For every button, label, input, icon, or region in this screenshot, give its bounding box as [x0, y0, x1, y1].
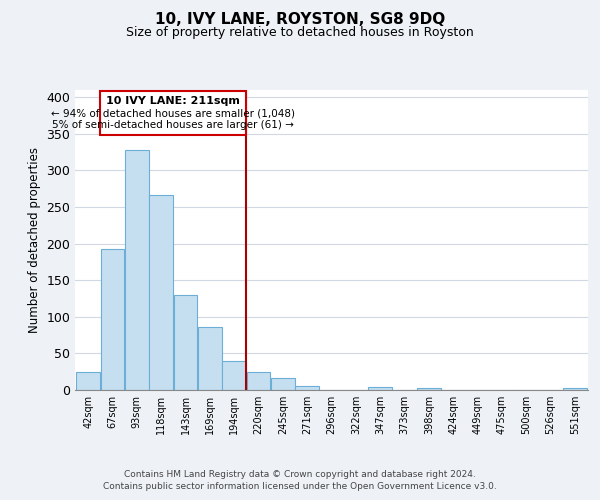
Text: Size of property relative to detached houses in Royston: Size of property relative to detached ho…: [126, 26, 474, 39]
Text: Contains HM Land Registry data © Crown copyright and database right 2024.: Contains HM Land Registry data © Crown c…: [124, 470, 476, 479]
Bar: [125, 150, 149, 390]
Bar: [76, 372, 100, 390]
Bar: [149, 194, 173, 390]
Bar: [247, 372, 271, 390]
Text: 10 IVY LANE: 211sqm: 10 IVY LANE: 211sqm: [106, 96, 240, 106]
Text: ← 94% of detached houses are smaller (1,048): ← 94% of detached houses are smaller (1,…: [52, 108, 295, 118]
Bar: [417, 388, 441, 390]
Bar: [271, 378, 295, 390]
Bar: [222, 362, 246, 390]
Bar: [368, 387, 392, 390]
Text: Contains public sector information licensed under the Open Government Licence v3: Contains public sector information licen…: [103, 482, 497, 491]
Text: 10, IVY LANE, ROYSTON, SG8 9DQ: 10, IVY LANE, ROYSTON, SG8 9DQ: [155, 12, 445, 28]
Bar: [100, 92, 247, 136]
Bar: [295, 386, 319, 390]
Y-axis label: Number of detached properties: Number of detached properties: [28, 147, 41, 333]
Bar: [173, 295, 197, 390]
Bar: [101, 249, 124, 390]
Bar: [198, 327, 222, 390]
Text: 5% of semi-detached houses are larger (61) →: 5% of semi-detached houses are larger (6…: [52, 120, 294, 130]
Bar: [563, 388, 587, 390]
